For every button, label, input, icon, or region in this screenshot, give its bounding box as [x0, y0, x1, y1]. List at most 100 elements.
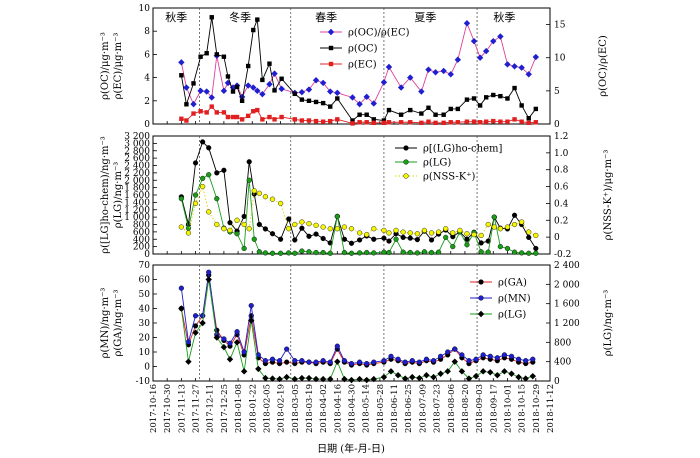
x-tick-label-9: 2018-02-19: [277, 384, 287, 433]
p1-series-0-point-26: [357, 237, 363, 243]
p1-series-1-point-11: [251, 236, 257, 242]
p0-series-1-point-21: [306, 98, 312, 103]
p0-series-2-point-37: [441, 120, 446, 126]
p2-series-1-point-38: [452, 346, 458, 352]
p1-series-0-point-9: [241, 213, 247, 219]
p2-series-2-point-8: [233, 339, 241, 346]
p0-series-0-point-25: [334, 89, 341, 97]
p2-series-2-point-26: [363, 376, 370, 384]
p1-series-1-point-5: [214, 196, 220, 202]
p1-ytick-left-label-14: 2 800: [124, 147, 150, 157]
p0-series-1-point-0: [179, 73, 184, 78]
p0-series-0-point-38: [447, 71, 454, 78]
p1-series-0-point-15: [278, 236, 284, 242]
p1-series-1-point-16: [286, 250, 292, 256]
panel-top-ylabel-left-1: ρ(OC)/μg·m⁻³: [100, 32, 111, 100]
p1-ytick-left-label-7: 1 400: [124, 198, 150, 208]
p1-series-2-point-15: [278, 200, 284, 207]
p1-series-1-point-13: [262, 250, 269, 256]
p1-series-0-point-48: [511, 212, 518, 218]
p2-series-2-point-38: [451, 358, 459, 365]
p2-series-2-point-24: [348, 376, 355, 384]
p1-series-2-point-3: [200, 183, 206, 190]
p0-series-0-point-22: [312, 77, 320, 84]
p0-series-0-point-45: [497, 33, 504, 40]
p0-series-2-point-46: [505, 119, 510, 124]
p0-series-0-point-37: [440, 67, 447, 75]
p0-series-1-point-39: [455, 106, 461, 112]
p0-series-1-point-16: [267, 61, 272, 66]
p1-ytick-left-label-8: 1 600: [124, 191, 150, 201]
p0-series-1-point-35: [426, 105, 431, 110]
p0-series-2-point-0: [179, 116, 184, 121]
p1-series-0-point-13: [262, 226, 269, 232]
p1-ytick-right-label-7: 1.2: [554, 132, 568, 142]
p1-series-2-point-18: [299, 219, 305, 225]
p2-series-1-point-44: [494, 355, 500, 361]
p0-series-1-point-28: [364, 112, 369, 117]
p1-series-2-point-51: [533, 232, 539, 239]
p2-legend-0-label: ρ(GA): [498, 278, 527, 289]
p2-ytick-left-label-1: 0: [144, 363, 150, 373]
p0-series-0-point-36: [432, 69, 439, 76]
p1-series-0-point-44: [485, 238, 491, 244]
p2-ytick-left-label-2: 10: [139, 348, 151, 358]
p0-series-2-point-27: [357, 120, 362, 125]
p0-ytick-right-label-2: 10: [554, 54, 566, 64]
p0-series-2-point-32: [398, 120, 404, 125]
p1-series-1-point-34: [414, 250, 420, 256]
p1-series-2-point-49: [519, 219, 525, 225]
p1-series-2-point-47: [504, 224, 511, 230]
p0-series-2-point-42: [477, 120, 483, 125]
p2-series-1-point-33: [416, 359, 422, 365]
p2-series-1-point-28: [381, 358, 387, 364]
p1-series-2-point-11: [251, 188, 257, 194]
p0-series-2-point-24: [328, 118, 333, 124]
p0-series-0-point-47: [511, 63, 518, 70]
p0-series-0-point-0: [178, 59, 185, 66]
p2-series-1-point-30: [395, 356, 401, 362]
p0-series-2-point-29: [371, 120, 376, 126]
p1-ytick-left-label-0: 0: [144, 250, 150, 260]
p0-legend-1-label: ρ(OC): [348, 44, 378, 55]
p1-series-0-point-36: [428, 237, 435, 243]
p2-ytick-right-label-3: 1 200: [554, 319, 580, 329]
p1-ytick-right-label-0: -0.2: [554, 250, 571, 260]
p1-series-1-point-35: [421, 249, 428, 255]
p1-series-1-point-10: [246, 177, 252, 183]
p0-series-2-point-15: [260, 117, 265, 122]
x-tick-label-19: 2018-07-09: [418, 384, 428, 433]
p1-series-1-point-8: [234, 231, 240, 237]
x-tick-label-17: 2018-06-11: [390, 384, 400, 433]
p0-series-2-point-26: [350, 121, 355, 126]
p2-series-1-point-12: [262, 358, 269, 364]
p2-series-2-point-23: [341, 375, 348, 383]
p0-series-0-point-46: [504, 61, 511, 68]
p0-series-2-point-14: [255, 107, 260, 113]
p2-series-2-point-34: [423, 372, 430, 379]
p0-series-2-point-36: [433, 120, 438, 126]
p0-series-2-point-6: [214, 110, 220, 115]
x-tick-label-2: 2017-11-13: [177, 384, 187, 433]
p0-series-1-point-3: [198, 54, 203, 59]
p0-series-2-point-39: [455, 120, 461, 125]
p2-series-1-point-31: [402, 359, 408, 365]
p1-series-2-point-21: [320, 224, 326, 230]
p2-series-1-point-15: [284, 346, 290, 352]
p1-series-1-point-20: [313, 249, 319, 256]
p2-series-2-point-22: [334, 358, 341, 365]
p1-series-2-point-46: [497, 226, 503, 232]
p2-series-2-point-36: [437, 370, 444, 377]
p2-ytick-right-label-5: 2 000: [554, 280, 580, 290]
p1-series-2-point-7: [227, 227, 233, 234]
p1-series-2-point-0: [178, 224, 184, 230]
p0-series-1-point-18: [279, 76, 284, 81]
p1-series-0-point-29: [381, 235, 387, 241]
p2-series-2-point-32: [409, 373, 416, 381]
p0-legend-0-marker: [327, 28, 335, 36]
p2-series-1-point-2: [192, 313, 199, 319]
p2-series-2-point-2: [192, 329, 199, 336]
p1-series-1-point-27: [364, 249, 370, 256]
p1-series-2-line: [181, 185, 537, 236]
p2-legend-0-marker: [478, 279, 484, 285]
